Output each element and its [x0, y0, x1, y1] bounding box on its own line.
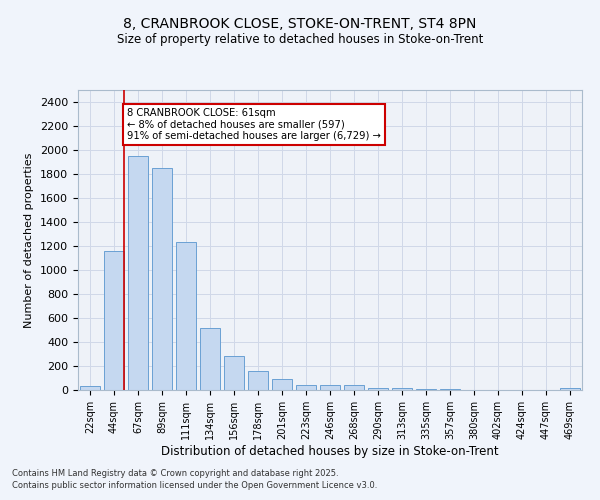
Bar [200, 328, 220, 390]
X-axis label: Distribution of detached houses by size in Stoke-on-Trent: Distribution of detached houses by size … [161, 444, 499, 458]
Bar [296, 385, 316, 390]
Bar [176, 242, 196, 390]
Text: Size of property relative to detached houses in Stoke-on-Trent: Size of property relative to detached ho… [117, 32, 483, 46]
Bar [320, 384, 340, 390]
Bar [368, 388, 388, 390]
Bar [344, 385, 364, 390]
Bar [248, 372, 268, 390]
Text: Contains public sector information licensed under the Open Government Licence v3: Contains public sector information licen… [12, 481, 377, 490]
Bar [128, 156, 148, 390]
Text: 8 CRANBROOK CLOSE: 61sqm
← 8% of detached houses are smaller (597)
91% of semi-d: 8 CRANBROOK CLOSE: 61sqm ← 8% of detache… [127, 108, 381, 141]
Text: Contains HM Land Registry data © Crown copyright and database right 2025.: Contains HM Land Registry data © Crown c… [12, 468, 338, 477]
Bar [560, 388, 580, 390]
Text: 8, CRANBROOK CLOSE, STOKE-ON-TRENT, ST4 8PN: 8, CRANBROOK CLOSE, STOKE-ON-TRENT, ST4 … [124, 18, 476, 32]
Bar [392, 388, 412, 390]
Y-axis label: Number of detached properties: Number of detached properties [25, 152, 34, 328]
Bar [224, 356, 244, 390]
Bar [80, 386, 100, 390]
Bar [104, 251, 124, 390]
Bar [272, 378, 292, 390]
Bar [152, 168, 172, 390]
